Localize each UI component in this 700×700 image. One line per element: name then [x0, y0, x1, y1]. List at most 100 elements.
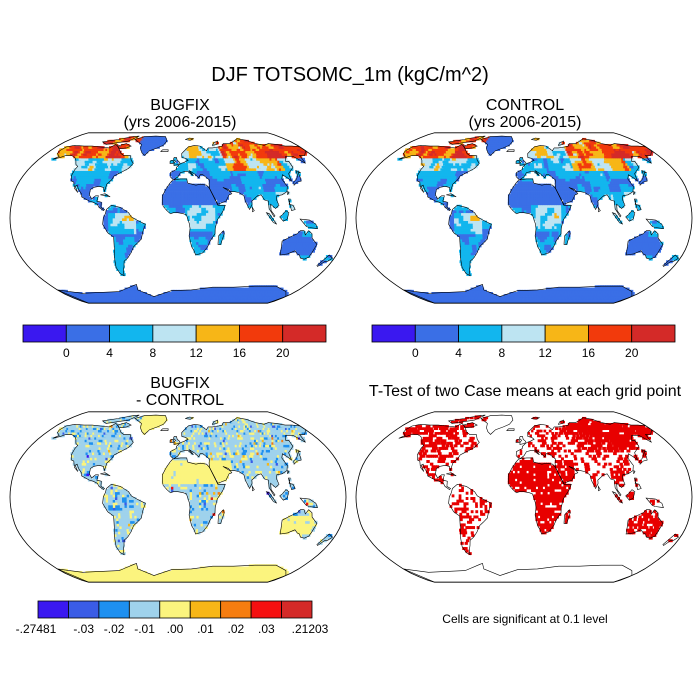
grid-cell: [149, 298, 152, 300]
grid-cell: [105, 165, 110, 169]
grid-cell: [229, 175, 233, 179]
grid-cell: [209, 160, 213, 164]
grid-cell: [248, 160, 252, 164]
grid-cell: [201, 210, 204, 214]
grid-cell: [173, 186, 177, 190]
grid-cell: [158, 296, 161, 299]
grid-cell: [166, 302, 169, 304]
grid-cell: [186, 167, 189, 171]
grid-cell: [115, 260, 119, 264]
grid-cell: [546, 249, 549, 253]
grid-cell: [526, 298, 529, 300]
grid-cell: [115, 148, 120, 152]
grid-cell: [281, 252, 285, 256]
grid-cell: [514, 299, 517, 302]
grid-cell: [124, 212, 128, 216]
grid-cell: [114, 244, 118, 248]
grid-cell: [213, 181, 217, 185]
grid-cell: [81, 165, 86, 169]
grid-cell: [205, 155, 209, 159]
grid-cell: [505, 302, 509, 304]
grid-cell: [96, 160, 101, 164]
grid-cell: [124, 165, 128, 169]
grid-cell: [512, 299, 515, 302]
grid-cell: [546, 294, 550, 297]
grid-cell: [170, 294, 173, 297]
grid-cell: [268, 202, 271, 206]
grid-cell: [256, 173, 261, 177]
grid-cell: [161, 199, 165, 203]
grid-cell: [95, 175, 99, 179]
grid-cell: [104, 167, 109, 171]
grid-cell: [240, 160, 244, 164]
grid-cell: [122, 231, 126, 235]
grid-cell: [225, 167, 229, 171]
grid-cell: [514, 302, 517, 304]
grid-cell: [545, 294, 548, 297]
grid-cell: [299, 244, 304, 248]
grid-cell: [254, 188, 258, 192]
grid-cell: [84, 175, 89, 179]
grid-cell: [122, 220, 125, 224]
grid-cell: [210, 292, 215, 295]
grid-cell: [202, 289, 206, 293]
grid-cell: [527, 294, 530, 297]
grid-cell: [525, 292, 528, 295]
grid-cell: [110, 212, 114, 216]
grid-cell: [121, 157, 125, 161]
grid-cell: [238, 170, 242, 174]
grid-cell: [190, 167, 193, 171]
grid-cell: [189, 236, 193, 240]
grid-cell: [118, 160, 122, 164]
grid-cell: [140, 225, 144, 229]
grid-cell: [191, 146, 194, 149]
grid-cell: [509, 294, 513, 297]
grid-cell: [196, 188, 199, 192]
grid-cell: [278, 178, 282, 182]
grid-cell: [250, 165, 255, 169]
grid-cell: [191, 183, 195, 187]
grid-cell: [142, 148, 146, 152]
grid-cell: [191, 296, 194, 299]
grid-cell: [186, 299, 189, 302]
grid-cell: [217, 162, 221, 166]
grid-cell: [239, 167, 244, 171]
grid-cell: [118, 150, 122, 154]
grid-cell: [628, 249, 632, 253]
grid-cell: [174, 289, 177, 293]
grid-cell: [264, 191, 268, 195]
grid-cell: [165, 294, 168, 297]
grid-cell: [526, 302, 529, 304]
grid-cell: [209, 162, 213, 166]
grid-cell: [539, 301, 542, 303]
grid-cell: [657, 244, 661, 248]
grid-cell: [295, 178, 300, 182]
grid-cell: [119, 225, 123, 229]
grid-cell: [178, 202, 181, 206]
grid-cell: [155, 299, 159, 302]
grid-cell: [171, 207, 174, 211]
grid-cell: [110, 223, 114, 227]
grid-cell: [226, 155, 230, 159]
grid-cell: [290, 247, 294, 251]
coastline-philippines: [288, 198, 296, 211]
grid-cell: [112, 212, 116, 216]
grid-cell: [249, 202, 253, 206]
grid-cell: [297, 146, 303, 149]
grid-cell: [143, 146, 147, 149]
grid-cell: [171, 194, 174, 198]
grid-cell: [277, 165, 282, 169]
grid-cell: [310, 247, 314, 251]
grid-cell: [155, 141, 158, 145]
grid-cell: [199, 150, 202, 154]
grid-cell: [243, 173, 248, 177]
grid-cell: [227, 191, 231, 195]
grid-cell: [156, 301, 160, 303]
grid-cell: [297, 233, 301, 237]
grid-cell: [520, 294, 523, 297]
grid-cell: [119, 210, 123, 214]
grid-cell: [514, 296, 518, 299]
grid-cell: [287, 247, 292, 251]
grid-cell: [257, 170, 262, 174]
grid-cell: [145, 139, 149, 143]
